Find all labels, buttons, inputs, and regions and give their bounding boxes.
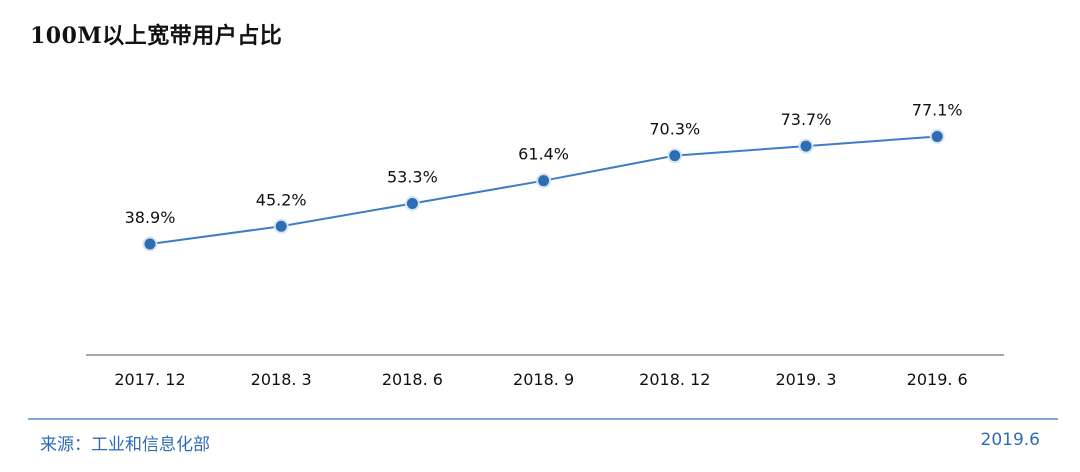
x-tick-label: 2017. 12 (114, 370, 185, 389)
footer-divider (28, 418, 1058, 420)
footer-date: 2019.6 (980, 430, 1040, 450)
x-tick-label: 2019. 3 (775, 370, 836, 389)
data-label: 38.9% (125, 208, 176, 227)
x-tick-label: 2018. 3 (251, 370, 312, 389)
data-point (798, 138, 814, 154)
data-label: 61.4% (518, 145, 569, 164)
x-tick-label: 2019. 6 (907, 370, 968, 389)
data-point (667, 148, 683, 164)
data-label: 70.3% (649, 120, 700, 139)
source-note: 来源：工业和信息化部 (40, 435, 210, 455)
x-tick-label: 2018. 6 (382, 370, 443, 389)
data-point (929, 129, 945, 145)
data-point (142, 236, 158, 252)
chart-title: 100M以上宽带用户占比 (30, 23, 283, 49)
data-point (273, 218, 289, 234)
data-label: 45.2% (256, 190, 307, 209)
data-label: 73.7% (781, 110, 832, 129)
data-point (404, 195, 420, 211)
data-label: 77.1% (912, 101, 963, 120)
x-tick-label: 2018. 12 (639, 370, 710, 389)
data-label: 53.3% (387, 167, 438, 186)
data-point (536, 173, 552, 189)
x-tick-label: 2018. 9 (513, 370, 574, 389)
